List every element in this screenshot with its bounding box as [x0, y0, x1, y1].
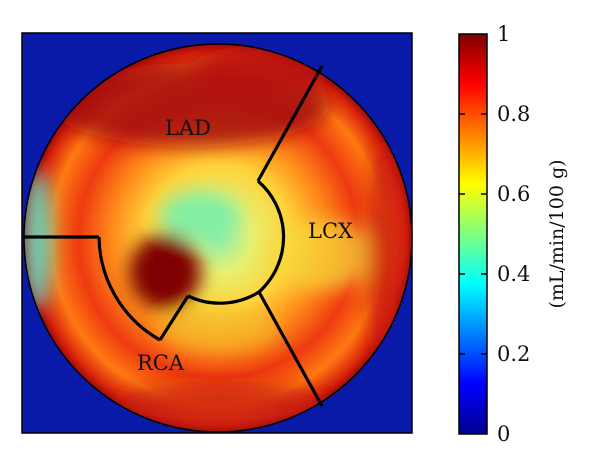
colorbar-tick-label: 0.4 — [497, 262, 530, 286]
boundary-lad-lcx — [256, 65, 324, 182]
rca-yellow-patch — [160, 308, 280, 352]
right-red-band — [367, 140, 403, 360]
center-cool-spot — [160, 191, 240, 239]
boundary-rca-inner — [158, 295, 190, 341]
colorbar-tick-label: 1 — [497, 22, 510, 46]
colorbar-tick-label: 0.6 — [497, 182, 530, 206]
region-label-lcx: LCX — [308, 219, 353, 243]
territory-boundaries — [24, 65, 324, 407]
left-cool-edge — [24, 170, 52, 310]
colorbar-tick-label: 0.2 — [497, 342, 530, 366]
colorbar-ticks: 0 0.2 0.4 0.6 0.8 1 — [459, 22, 530, 446]
inner-arc-center — [187, 179, 286, 305]
boundary-lcx-rca — [257, 291, 324, 407]
outer-bottom-band — [110, 383, 330, 427]
polar-map — [23, 43, 413, 433]
colorbar-gradient — [458, 33, 488, 435]
colorbar-tick-label: 0.8 — [497, 102, 530, 126]
inner-arc-lad — [97, 236, 161, 342]
colorbar-label: (mL/min/100 g) — [546, 159, 568, 308]
region-label-lad: LAD — [165, 116, 211, 140]
colorbar: 0 0.2 0.4 0.6 0.8 1 (mL/min/100 g) — [458, 22, 568, 446]
lcx-yellow-patch — [265, 220, 375, 290]
rca-hot-spot — [129, 234, 201, 310]
colorbar-tick-label: 0 — [497, 422, 510, 446]
region-label-rca: RCA — [137, 351, 185, 375]
